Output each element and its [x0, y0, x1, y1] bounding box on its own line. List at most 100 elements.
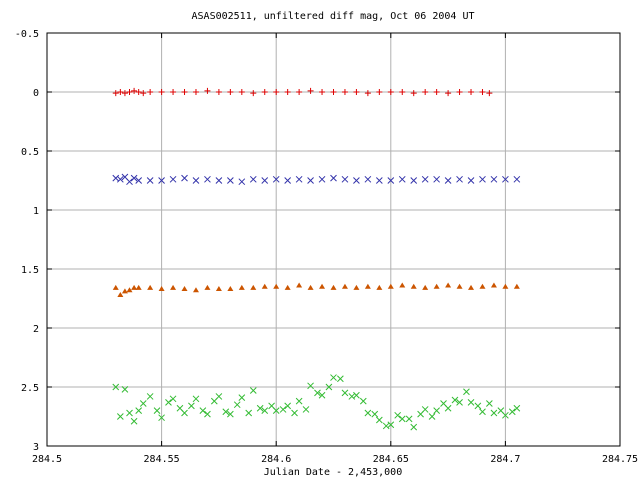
data-point: [456, 175, 463, 183]
y-tick-label: 3: [33, 442, 39, 453]
data-point: [169, 175, 177, 183]
data-point: [353, 89, 360, 95]
data-point: [364, 175, 372, 183]
data-point: [307, 87, 314, 94]
data-point: [296, 89, 303, 95]
data-point: [479, 89, 486, 95]
data-point: [479, 283, 486, 289]
data-point: [307, 284, 314, 290]
data-point: [181, 174, 188, 182]
data-point: [279, 406, 287, 413]
data-point: [170, 89, 177, 95]
data-point: [398, 415, 406, 423]
data-point: [486, 400, 493, 407]
data-point: [238, 178, 246, 186]
data-point: [502, 411, 509, 419]
data-point: [181, 89, 188, 95]
data-point: [222, 408, 230, 416]
data-point: [479, 408, 486, 416]
data-point: [330, 374, 337, 381]
data-point: [376, 284, 383, 290]
y-tick-label: -0.5: [15, 29, 39, 40]
data-point: [204, 284, 211, 290]
data-point: [307, 382, 314, 390]
data-point: [375, 416, 383, 424]
data-point: [318, 391, 326, 399]
data-point: [371, 410, 379, 418]
data-points: [112, 87, 521, 431]
data-point: [513, 404, 521, 412]
x-axis-ticks: 284.5 284.55 284.6 284.65 284.7 284.75: [32, 33, 638, 465]
data-point: [433, 283, 440, 289]
data-point: [444, 177, 452, 184]
y-tick-label: 1.5: [21, 265, 39, 276]
data-point: [319, 283, 326, 289]
data-point: [238, 284, 245, 290]
data-point: [330, 174, 337, 182]
data-point: [364, 283, 371, 289]
data-point: [410, 423, 418, 431]
data-point: [256, 404, 264, 412]
data-point: [387, 177, 395, 184]
data-point: [272, 175, 280, 183]
y-axis-ticks: -0.5 0 0.5 1 1.5 2 2.5 3: [15, 29, 620, 453]
data-point: [140, 90, 147, 97]
data-point: [486, 90, 493, 97]
data-point: [116, 413, 124, 420]
data-point: [227, 286, 234, 292]
x-tick-label: 284.6: [261, 454, 291, 465]
data-point: [165, 398, 172, 406]
data-point: [153, 407, 161, 414]
data-point: [375, 177, 383, 184]
data-point: [330, 89, 337, 95]
data-point: [112, 284, 119, 290]
data-point: [451, 396, 459, 404]
data-point: [490, 282, 497, 288]
grid-lines: [47, 33, 620, 446]
data-point: [215, 177, 223, 184]
data-point: [445, 90, 452, 97]
data-point: [204, 410, 211, 418]
x-tick-label: 284.55: [144, 454, 180, 465]
data-point: [135, 177, 143, 184]
data-point: [147, 284, 154, 290]
data-point: [291, 409, 298, 417]
data-point: [364, 90, 371, 97]
data-point: [147, 89, 154, 95]
data-point: [513, 283, 520, 289]
y-tick-label: 2.5: [21, 383, 39, 394]
series-2: [112, 173, 521, 186]
data-point: [456, 398, 463, 406]
data-point: [399, 282, 406, 288]
data-point: [181, 286, 188, 292]
data-point: [112, 383, 120, 391]
data-point: [399, 89, 406, 95]
data-point: [463, 388, 470, 396]
data-point: [422, 284, 429, 290]
data-point: [295, 397, 303, 405]
data-point: [215, 89, 222, 95]
series-4: [112, 374, 521, 431]
data-point: [146, 177, 154, 184]
data-point: [330, 284, 337, 290]
data-point: [181, 409, 188, 417]
data-point: [126, 178, 133, 186]
data-point: [284, 284, 291, 290]
data-point: [341, 89, 348, 95]
x-tick-label: 284.65: [373, 454, 409, 465]
data-point: [233, 401, 241, 409]
data-point: [238, 394, 246, 401]
data-point: [364, 409, 372, 417]
data-point: [126, 409, 133, 417]
data-point: [307, 177, 314, 184]
data-point: [130, 417, 138, 425]
data-point: [468, 284, 475, 290]
y-tick-label: 0.5: [21, 147, 39, 158]
data-point: [204, 87, 211, 94]
data-point: [261, 177, 269, 184]
data-point: [131, 284, 138, 290]
data-point: [215, 393, 223, 400]
data-point: [353, 391, 360, 399]
data-point: [428, 413, 436, 420]
x-tick-label: 284.5: [32, 454, 62, 465]
